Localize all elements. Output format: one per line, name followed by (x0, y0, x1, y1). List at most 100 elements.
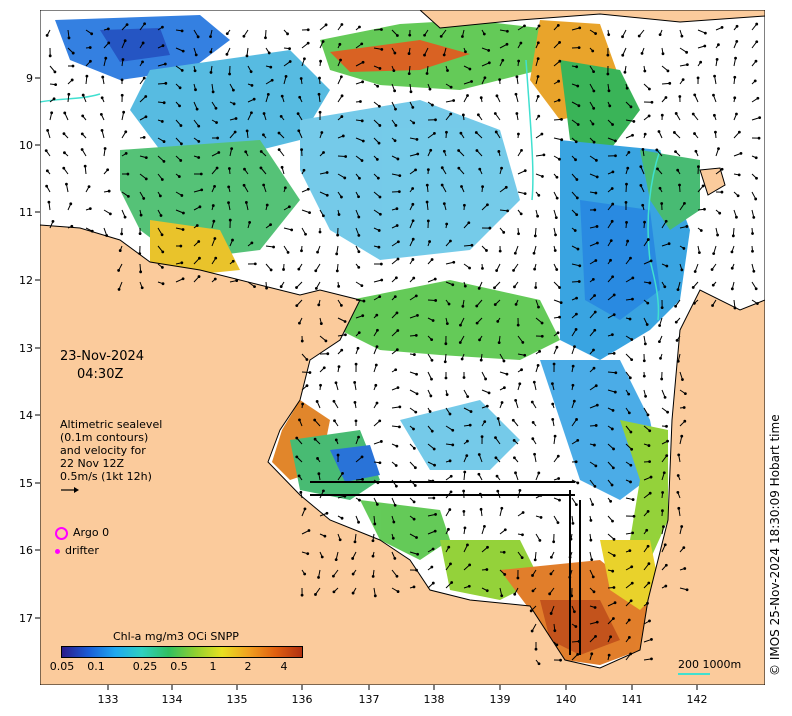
velocity-arrow-head (632, 514, 636, 518)
velocity-arrow-head (308, 371, 312, 374)
velocity-arrow-head (374, 363, 378, 367)
velocity-arrow-head (197, 124, 201, 128)
velocity-arrow-head (447, 302, 451, 306)
velocity-arrow-head (249, 70, 253, 74)
velocity-arrow-head (657, 130, 661, 133)
velocity-arrow-head (609, 239, 613, 243)
velocity-arrow-head (592, 89, 596, 93)
velocity-arrow-head (571, 383, 575, 387)
velocity-arrow-head (360, 284, 364, 288)
velocity-arrow-head (161, 282, 165, 286)
velocity-arrow-head (479, 96, 483, 100)
velocity-arrow-head (295, 436, 299, 440)
velocity-arrow-head (487, 49, 491, 52)
velocity-arrow-head (537, 114, 541, 118)
velocity-arrow-head (125, 23, 129, 27)
velocity-arrow-head (45, 169, 49, 173)
velocity-arrow-head (610, 333, 614, 337)
velocity-arrow-head (630, 338, 634, 341)
velocity-arrow-head (269, 223, 272, 227)
velocity-arrow-head (612, 586, 616, 589)
velocity-arrow-head (595, 241, 599, 245)
velocity-arrow-head (451, 283, 455, 287)
velocity-arrow-head (701, 184, 705, 188)
velocity-arrow-head (377, 229, 381, 232)
velocity-arrow-head (244, 150, 248, 154)
velocity-arrow-head (357, 331, 361, 335)
velocity-arrow-head (703, 207, 706, 211)
velocity-arrow-head (665, 264, 669, 268)
velocity-arrow-head (448, 508, 452, 511)
velocity-arrow-head (215, 166, 219, 170)
velocity-arrow-head (576, 652, 580, 656)
velocity-arrow-head (447, 527, 450, 531)
land (40, 10, 765, 685)
velocity-arrow-head (663, 395, 667, 399)
velocity-arrow-head (575, 196, 579, 200)
velocity-arrow-head (664, 584, 668, 588)
velocity-arrow-head (578, 26, 582, 30)
velocity-arrow-head (428, 87, 432, 91)
velocity-arrow-head (645, 528, 649, 532)
lon-tick-label: 133 (98, 693, 119, 706)
velocity-arrow-head (81, 114, 85, 118)
velocity-arrow-head (576, 438, 580, 442)
velocity-arrow-head (500, 506, 504, 510)
velocity-arrow-head (730, 266, 734, 270)
velocity-arrow-head (321, 214, 325, 218)
velocity-arrow-head (245, 54, 249, 58)
velocity-arrow-head (228, 218, 232, 222)
velocity-arrow-head (340, 516, 344, 520)
velocity-arrow-head (375, 401, 379, 405)
velocity-arrow-head (573, 229, 577, 232)
velocity-arrow-head (180, 194, 184, 197)
velocity-arrow-head (264, 36, 267, 40)
velocity-arrow-head (470, 80, 473, 83)
velocity-arrow-head (576, 481, 580, 485)
velocity-arrow-head (195, 224, 199, 227)
velocity-arrow-head (120, 78, 124, 82)
velocity-arrow-head (737, 130, 741, 134)
velocity-arrow-head (500, 401, 504, 404)
velocity-arrow-head (533, 452, 536, 456)
velocity-arrow-head (626, 166, 630, 170)
velocity-arrow-head (556, 23, 560, 27)
velocity-arrow-head (245, 129, 249, 133)
velocity-arrow-head (628, 549, 632, 553)
velocity-arrow-head (757, 136, 761, 140)
velocity-arrow-head (88, 207, 92, 211)
velocity-arrow-head (516, 323, 520, 327)
velocity-arrow-head (334, 558, 338, 562)
velocity-arrow-head (754, 197, 758, 201)
velocity-arrow-head (194, 88, 197, 92)
velocity-arrow-head (503, 528, 507, 532)
velocity-arrow-head (140, 286, 144, 290)
velocity-arrow-head (126, 172, 130, 176)
velocity-arrow-head (411, 258, 415, 261)
velocity-arrow-head (353, 540, 357, 544)
velocity-arrow-head (142, 135, 146, 139)
velocity-arrow-head (197, 140, 201, 143)
velocity-arrow-head (357, 233, 361, 237)
velocity-arrow-head (557, 477, 561, 480)
velocity-arrow-head (756, 302, 759, 305)
velocity-arrow-head (378, 461, 382, 465)
velocity-arrow-head (395, 34, 399, 37)
velocity-arrow-head (305, 384, 309, 388)
lat-tick-label: 16 (19, 544, 33, 557)
velocity-arrow-head (235, 279, 239, 282)
lat-tick-label: 14 (19, 409, 33, 422)
velocity-arrow-head (460, 185, 463, 188)
velocity-arrow-head (685, 50, 689, 54)
colorbar (61, 646, 303, 658)
velocity-arrow-head (412, 427, 415, 431)
velocity-arrow-head (646, 510, 650, 513)
velocity-arrow-head (213, 237, 217, 240)
velocity-arrow-head (442, 202, 446, 205)
velocity-arrow-head (357, 435, 360, 439)
velocity-arrow-head (356, 346, 360, 350)
velocity-arrow-head (595, 175, 599, 179)
velocity-arrow-head (253, 285, 256, 288)
velocity-arrow-head (351, 591, 355, 595)
lat-tick-label: 11 (19, 206, 33, 219)
